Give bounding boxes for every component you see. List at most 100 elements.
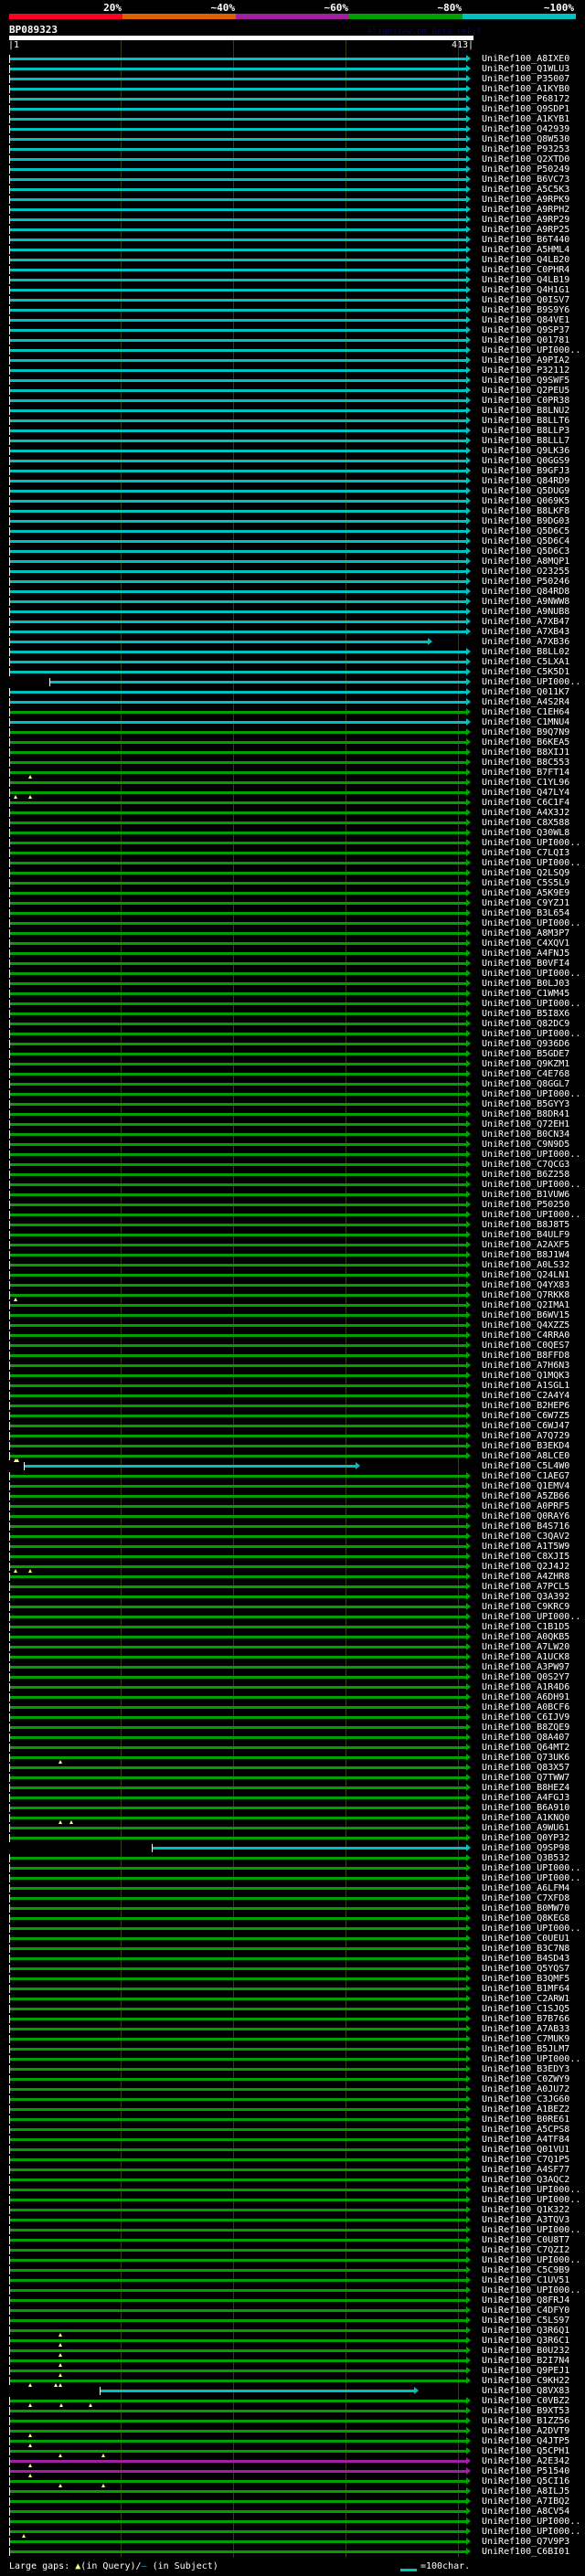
- hit-label[interactable]: UniRef100_Q9KZM1: [482, 1059, 570, 1069]
- alignment-bar[interactable]: [10, 2470, 466, 2473]
- alignment-row[interactable]: UniRef100_Q2PEU5: [0, 386, 585, 396]
- hit-label[interactable]: UniRef100_A1SGL1: [482, 1381, 570, 1391]
- alignment-bar[interactable]: [10, 1475, 466, 1478]
- hit-label[interactable]: UniRef100_C3QAV2: [482, 1532, 570, 1542]
- alignment-bar[interactable]: [10, 1374, 466, 1377]
- hit-label[interactable]: UniRef100_B6WV15: [482, 1310, 570, 1320]
- hit-label[interactable]: UniRef100_Q0YP32: [482, 1833, 570, 1843]
- alignment-bar[interactable]: [10, 1555, 466, 1558]
- hit-label[interactable]: UniRef100_Q011K7: [482, 687, 570, 697]
- alignment-bar[interactable]: [10, 1093, 466, 1096]
- alignment-bar[interactable]: [10, 2178, 466, 2181]
- alignment-row[interactable]: UniRef100_C7XFD8: [0, 1893, 585, 1903]
- alignment-bar[interactable]: [10, 500, 466, 503]
- alignment-bar[interactable]: [10, 671, 466, 673]
- alignment-bar[interactable]: [10, 1485, 466, 1488]
- alignment-bar[interactable]: [10, 942, 466, 945]
- hit-label[interactable]: UniRef100_B8XIJ1: [482, 747, 570, 758]
- alignment-bar[interactable]: [10, 379, 466, 382]
- alignment-row[interactable]: UniRef100_B8XIJ1: [0, 747, 585, 758]
- hit-label[interactable]: UniRef100_UPI000..: [482, 2225, 581, 2235]
- alignment-row[interactable]: UniRef100_UPI000..: [0, 1863, 585, 1873]
- alignment-row[interactable]: UniRef100_B6T440: [0, 235, 585, 245]
- hit-label[interactable]: UniRef100_B6T440: [482, 235, 570, 245]
- alignment-bar[interactable]: [10, 319, 466, 322]
- alignment-row[interactable]: UniRef100_Q7V9P3: [0, 2537, 585, 2547]
- alignment-bar[interactable]: [10, 1726, 466, 1729]
- hit-label[interactable]: UniRef100_UPI000..: [482, 1924, 581, 1934]
- alignment-row[interactable]: UniRef100_UPI000..: [0, 858, 585, 868]
- hit-label[interactable]: UniRef100_C8X588: [482, 818, 570, 828]
- alignment-bar[interactable]: [10, 902, 466, 905]
- alignment-row[interactable]: UniRef100_B1VUW6: [0, 1190, 585, 1200]
- hit-label[interactable]: UniRef100_A4FNJ5: [482, 949, 570, 959]
- hit-label[interactable]: UniRef100_A1KYB0: [482, 84, 570, 94]
- alignment-bar[interactable]: [10, 2018, 466, 2020]
- hit-label[interactable]: UniRef100_A0QKB5: [482, 1632, 570, 1642]
- hit-label[interactable]: UniRef100_A6DH91: [482, 1692, 570, 1702]
- alignment-row[interactable]: UniRef100_Q0GGS9: [0, 456, 585, 466]
- alignment-row[interactable]: UniRef100_Q1WLU3: [0, 64, 585, 74]
- hit-label[interactable]: UniRef100_Q30WL8: [482, 828, 570, 838]
- alignment-bar[interactable]: [10, 1435, 466, 1437]
- hit-label[interactable]: UniRef100_C1YL96: [482, 778, 570, 788]
- hit-label[interactable]: UniRef100_C3JG60: [482, 2094, 570, 2104]
- alignment-row[interactable]: UniRef100_B1ZZ56: [0, 2416, 585, 2426]
- alignment-row[interactable]: UniRef100_A2E342: [0, 2456, 585, 2467]
- alignment-row[interactable]: UniRef100_C5C9B9: [0, 2265, 585, 2275]
- hit-label[interactable]: UniRef100_C0PHR4: [482, 265, 570, 275]
- alignment-row[interactable]: UniRef100_B0LJ03: [0, 979, 585, 989]
- alignment-row[interactable]: UniRef100_B7FT14: [0, 768, 585, 779]
- alignment-row[interactable]: UniRef100_A4SF77: [0, 2165, 585, 2175]
- hit-label[interactable]: UniRef100_A4SF77: [482, 2165, 570, 2175]
- hit-label[interactable]: UniRef100_Q7V9P3: [482, 2537, 570, 2547]
- alignment-bar[interactable]: [10, 1837, 466, 1839]
- alignment-row[interactable]: UniRef100_Q5D6C5: [0, 526, 585, 536]
- alignment-row[interactable]: UniRef100_B6VC73: [0, 175, 585, 185]
- alignment-bar[interactable]: [10, 1043, 466, 1045]
- alignment-row[interactable]: UniRef100_B4S716: [0, 1521, 585, 1532]
- hit-label[interactable]: UniRef100_Q5D6C3: [482, 546, 570, 557]
- hit-label[interactable]: UniRef100_Q9SP37: [482, 325, 570, 335]
- hit-label[interactable]: UniRef100_B2HEP6: [482, 1401, 570, 1411]
- hit-label[interactable]: UniRef100_A1KYB1: [482, 114, 570, 124]
- alignment-bar[interactable]: [10, 359, 466, 362]
- alignment-bar[interactable]: [10, 339, 466, 342]
- hit-label[interactable]: UniRef100_Q7TWW7: [482, 1773, 570, 1783]
- hit-label[interactable]: UniRef100_B4S716: [482, 1521, 570, 1532]
- hit-label[interactable]: UniRef100_P50250: [482, 1200, 570, 1210]
- alignment-row[interactable]: UniRef100_P51540: [0, 2466, 585, 2477]
- hit-label[interactable]: UniRef100_P68172: [482, 94, 570, 104]
- hit-label[interactable]: UniRef100_B3QMF5: [482, 1974, 570, 1984]
- alignment-bar[interactable]: [10, 1334, 466, 1337]
- hit-label[interactable]: UniRef100_B2I7N4: [482, 2356, 570, 2366]
- alignment-bar[interactable]: [10, 1153, 466, 1156]
- alignment-row[interactable]: UniRef100_C5LXA1: [0, 657, 585, 667]
- alignment-row[interactable]: UniRef100_B0CN34: [0, 1129, 585, 1140]
- hit-label[interactable]: UniRef100_A0LS32: [482, 1260, 570, 1270]
- alignment-bar[interactable]: [10, 1575, 466, 1578]
- alignment-bar[interactable]: [10, 2319, 466, 2322]
- hit-label[interactable]: UniRef100_A5HML4: [482, 245, 570, 255]
- alignment-bar[interactable]: [10, 1123, 466, 1126]
- hit-label[interactable]: UniRef100_A1T5W9: [482, 1542, 570, 1552]
- alignment-bar[interactable]: [10, 771, 466, 774]
- alignment-bar[interactable]: [10, 791, 466, 794]
- alignment-bar[interactable]: [10, 2088, 466, 2091]
- alignment-row[interactable]: UniRef100_A9RPH2: [0, 205, 585, 215]
- alignment-bar[interactable]: [10, 560, 466, 563]
- alignment-bar[interactable]: [10, 1354, 466, 1357]
- alignment-bar[interactable]: [10, 2550, 466, 2553]
- hit-label[interactable]: UniRef100_C1EH64: [482, 707, 570, 717]
- alignment-row[interactable]: UniRef100_C9KH22: [0, 2376, 585, 2387]
- alignment-row[interactable]: UniRef100_Q7RKK8: [0, 1290, 585, 1301]
- hit-label[interactable]: UniRef100_Q8KEG8: [482, 1913, 570, 1924]
- alignment-row[interactable]: UniRef100_B9Q7N9: [0, 727, 585, 737]
- alignment-row[interactable]: UniRef100_C6W7Z5: [0, 1411, 585, 1421]
- alignment-row[interactable]: UniRef100_Q3AQC2: [0, 2175, 585, 2185]
- alignment-row[interactable]: UniRef100_B8LL02: [0, 647, 585, 657]
- alignment-row[interactable]: UniRef100_C4E768: [0, 1069, 585, 1079]
- alignment-row[interactable]: UniRef100_UPI000..: [0, 838, 585, 848]
- alignment-bar[interactable]: [10, 1425, 466, 1427]
- alignment-row[interactable]: UniRef100_B8J8T5: [0, 1220, 585, 1230]
